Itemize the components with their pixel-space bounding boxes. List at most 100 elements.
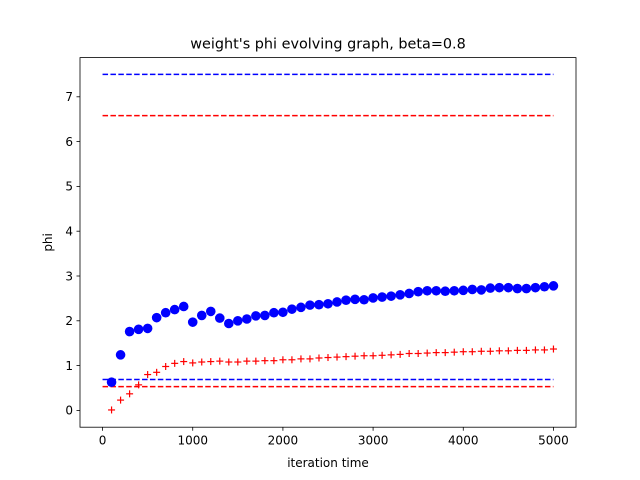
data-point	[404, 288, 414, 299]
data-point	[360, 352, 368, 360]
data-point	[323, 298, 333, 309]
data-point	[306, 355, 314, 363]
data-point	[324, 354, 332, 362]
data-point	[144, 371, 152, 379]
data-point	[315, 354, 323, 362]
data-point	[178, 301, 189, 312]
data-point	[467, 284, 478, 295]
data-point	[234, 358, 242, 366]
x-tick-label: 5000	[538, 434, 569, 448]
y-tick-label: 4	[65, 225, 73, 239]
data-point	[160, 307, 171, 318]
data-point	[333, 353, 341, 361]
data-point	[214, 313, 225, 323]
chart-title: weight's phi evolving graph, beta=0.8	[190, 37, 466, 53]
data-point	[162, 362, 170, 370]
data-point	[187, 317, 198, 327]
data-point	[252, 357, 260, 365]
data-point	[133, 324, 144, 335]
data-point	[378, 351, 386, 359]
data-point	[413, 286, 423, 297]
data-point	[216, 357, 224, 365]
y-tick-label: 1	[65, 359, 73, 373]
data-point	[260, 310, 270, 321]
data-point	[153, 368, 161, 376]
data-point	[414, 350, 422, 358]
data-point	[548, 281, 559, 291]
data-point	[477, 347, 485, 355]
data-point	[423, 349, 431, 357]
data-point	[224, 318, 234, 329]
y-axis-label: phi	[41, 233, 55, 252]
data-point	[332, 297, 342, 307]
plot-area	[102, 73, 559, 414]
data-point	[387, 351, 395, 359]
data-point	[180, 358, 188, 366]
data-point	[485, 283, 496, 293]
data-point	[151, 312, 162, 323]
data-point	[359, 294, 369, 305]
data-point	[242, 314, 252, 324]
data-point	[468, 348, 476, 356]
data-point	[124, 326, 135, 337]
y-tick-label: 6	[65, 135, 73, 149]
data-point	[205, 306, 216, 317]
plot-frame	[79, 57, 577, 428]
x-axis: 0 1000 2000 3000 4000 5000	[99, 427, 569, 448]
data-point	[486, 347, 494, 355]
x-tick-label: 4000	[448, 434, 479, 448]
data-point	[142, 323, 153, 334]
y-tick-label: 0	[65, 404, 73, 418]
data-point	[251, 311, 261, 321]
data-point	[512, 283, 523, 294]
data-point	[450, 348, 458, 356]
data-point	[189, 359, 197, 367]
data-point	[440, 286, 451, 297]
data-point	[458, 285, 469, 296]
data-point	[171, 359, 179, 367]
data-point	[368, 293, 378, 303]
data-point	[279, 356, 287, 364]
data-point	[530, 282, 541, 293]
data-point	[521, 283, 532, 294]
data-point	[297, 355, 305, 363]
data-point	[539, 281, 550, 292]
data-point	[395, 290, 405, 300]
y-tick-label: 2	[65, 314, 73, 328]
x-tick-label: 2000	[268, 434, 299, 448]
data-point	[305, 300, 315, 310]
x-tick-label: 0	[99, 434, 107, 448]
data-point	[207, 358, 215, 366]
data-point	[351, 352, 359, 360]
data-point	[314, 299, 324, 310]
x-axis-label: iteration time	[287, 456, 369, 470]
data-point	[117, 396, 125, 404]
y-tick-label: 7	[65, 90, 73, 104]
data-point	[169, 304, 180, 315]
data-point	[494, 282, 505, 293]
data-point	[288, 356, 296, 364]
data-point	[296, 302, 306, 313]
data-point	[531, 346, 539, 354]
data-point	[476, 285, 487, 295]
data-point	[513, 346, 521, 354]
data-point	[270, 357, 278, 365]
data-point	[405, 350, 413, 358]
data-point	[243, 357, 251, 365]
data-point	[422, 285, 433, 296]
data-point	[504, 347, 512, 355]
y-axis: 0 1 2 3 4 5 6 7	[65, 90, 80, 418]
data-point	[342, 353, 350, 361]
data-point	[431, 285, 442, 296]
data-point	[386, 291, 396, 301]
data-point	[350, 294, 360, 305]
data-point	[396, 350, 404, 358]
data-point	[495, 347, 503, 355]
data-point	[135, 381, 143, 389]
data-point	[432, 349, 440, 357]
data-point	[115, 350, 126, 360]
data-point	[341, 295, 351, 305]
y-tick-label: 5	[65, 180, 73, 194]
data-point	[549, 345, 557, 353]
